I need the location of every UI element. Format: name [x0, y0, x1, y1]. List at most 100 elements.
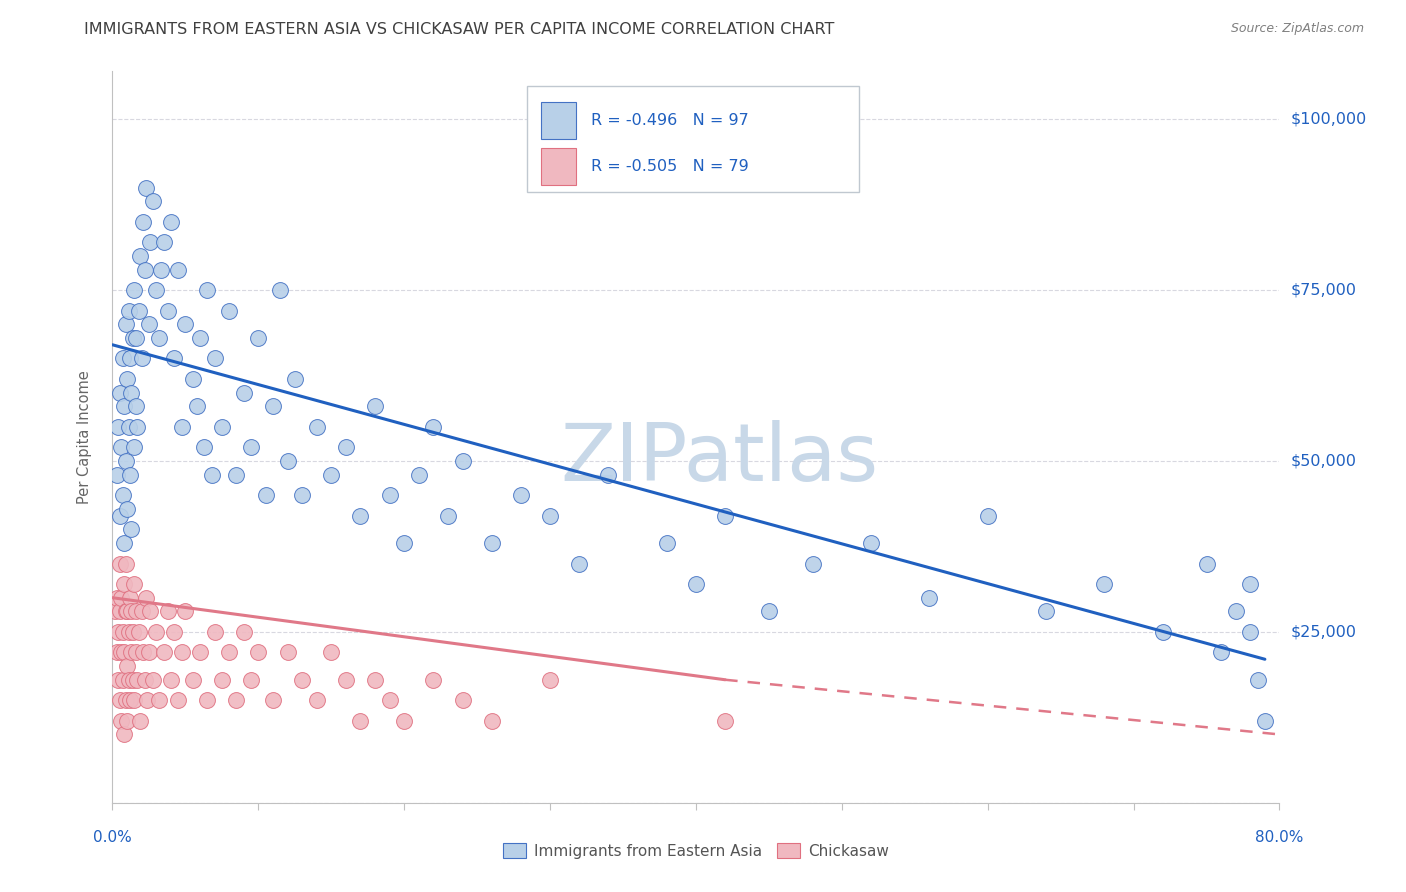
Point [437, 508, 460, 523]
Point [1225, 604, 1247, 618]
Point [276, 454, 298, 468]
FancyBboxPatch shape [541, 148, 576, 185]
Point [291, 488, 314, 502]
Point [1254, 714, 1277, 728]
Point [131, 351, 153, 366]
Point [335, 673, 357, 687]
Point [349, 508, 371, 523]
Point [232, 624, 254, 639]
Point [112, 577, 135, 591]
Text: Source: ZipAtlas.com: Source: ZipAtlas.com [1230, 22, 1364, 36]
Point [120, 604, 142, 618]
Text: 80.0%: 80.0% [1256, 830, 1303, 845]
Point [145, 283, 167, 297]
Point [135, 180, 157, 194]
Point [218, 645, 240, 659]
Point [108, 508, 131, 523]
Point [163, 351, 186, 366]
Point [122, 624, 145, 639]
Point [247, 331, 270, 345]
Point [118, 351, 141, 366]
Text: 0.0%: 0.0% [93, 830, 132, 845]
Point [124, 283, 146, 297]
Point [422, 420, 444, 434]
Point [538, 508, 561, 523]
Point [481, 714, 503, 728]
Point [174, 604, 197, 618]
Point [188, 645, 211, 659]
Point [349, 714, 371, 728]
Point [132, 215, 155, 229]
Point [335, 440, 357, 454]
Point [247, 645, 270, 659]
Point [186, 400, 208, 414]
Point [115, 501, 138, 516]
Point [122, 673, 145, 687]
Point [104, 604, 127, 618]
Point [110, 591, 132, 605]
Point [128, 303, 150, 318]
Point [135, 591, 157, 605]
Point [1092, 577, 1115, 591]
Point [131, 604, 153, 618]
Point [262, 693, 284, 707]
Point [138, 645, 160, 659]
Point [378, 488, 401, 502]
Point [117, 420, 139, 434]
Point [167, 262, 190, 277]
Point [124, 577, 146, 591]
Point [172, 420, 194, 434]
Point [598, 467, 620, 482]
Point [305, 420, 328, 434]
Point [142, 194, 165, 209]
Point [125, 604, 148, 618]
Point [118, 467, 141, 482]
Point [167, 693, 190, 707]
Point [509, 488, 531, 502]
Point [1195, 557, 1218, 571]
Point [152, 235, 174, 250]
Point [240, 440, 263, 454]
Point [107, 420, 129, 434]
Point [148, 331, 170, 345]
Point [120, 385, 142, 400]
Point [188, 331, 211, 345]
Point [105, 467, 128, 482]
Text: R = -0.505   N = 79: R = -0.505 N = 79 [591, 159, 748, 174]
Point [120, 645, 142, 659]
Point [204, 624, 226, 639]
Point [201, 467, 224, 482]
Point [115, 714, 138, 728]
Point [284, 372, 307, 386]
Point [195, 693, 218, 707]
Point [124, 693, 146, 707]
Point [211, 673, 233, 687]
Point [408, 467, 430, 482]
Point [112, 645, 135, 659]
Point [110, 645, 132, 659]
Point [204, 351, 226, 366]
Point [129, 714, 152, 728]
Point [156, 303, 179, 318]
Point [218, 303, 240, 318]
FancyBboxPatch shape [527, 86, 859, 192]
Point [1246, 673, 1268, 687]
Point [291, 673, 314, 687]
Point [129, 249, 152, 263]
Point [128, 624, 150, 639]
Point [125, 331, 148, 345]
Point [107, 624, 129, 639]
Point [118, 693, 141, 707]
Point [111, 624, 134, 639]
Point [714, 714, 737, 728]
Point [758, 604, 780, 618]
Point [122, 331, 145, 345]
Point [1152, 624, 1174, 639]
Point [918, 591, 941, 605]
Point [139, 235, 162, 250]
Point [107, 673, 129, 687]
Point [392, 536, 416, 550]
Point [127, 420, 149, 434]
Point [1239, 577, 1261, 591]
Point [568, 557, 591, 571]
